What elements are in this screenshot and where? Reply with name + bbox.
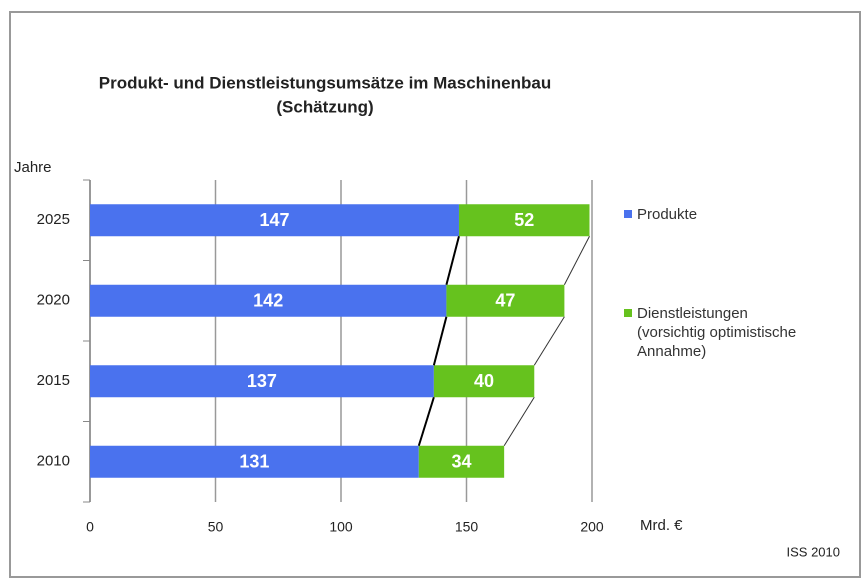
x-tick-label: 0 [86, 519, 94, 535]
x-tick-label: 100 [329, 519, 353, 535]
data-label: 137 [247, 371, 277, 391]
bar-segment [458, 204, 590, 237]
x-tick-label: 200 [580, 519, 604, 535]
y-tick-label: 2010 [37, 453, 70, 470]
legend-item: Produkte [624, 205, 697, 224]
series-line [445, 235, 460, 286]
x-axis-label: Mrd. € [640, 517, 683, 534]
bar-segment [90, 365, 434, 398]
data-label: 34 [451, 452, 471, 472]
bar-segment [90, 204, 459, 237]
data-label: 142 [253, 291, 283, 311]
series-line [432, 316, 448, 366]
y-tick-label: 2025 [37, 211, 70, 228]
data-label: 47 [495, 291, 515, 311]
legend-swatch [624, 210, 632, 218]
series-line [417, 396, 435, 447]
legend-item: Dienstleistungen (vorsichtig optimistisc… [624, 304, 796, 361]
source: ISS 2010 [787, 544, 841, 559]
bar-segment [446, 284, 565, 317]
bar-segment [433, 365, 535, 398]
series-line [533, 316, 565, 366]
series-line [503, 396, 535, 447]
data-label: 131 [239, 452, 269, 472]
x-tick-label: 50 [208, 519, 224, 535]
data-label: 52 [514, 210, 534, 230]
legend-label: Dienstleistungen (vorsichtig optimistisc… [637, 305, 797, 360]
legend-label: Produkte [637, 206, 698, 223]
data-label: 40 [474, 371, 494, 391]
chart-title: (Schätzung) [276, 97, 373, 116]
x-tick-label: 150 [455, 519, 479, 535]
y-tick-label: 2015 [37, 372, 70, 389]
y-tick-label: 2020 [37, 292, 70, 309]
y-axis-label: Jahre [14, 159, 52, 176]
series-line [563, 236, 590, 285]
bar-segment [90, 445, 419, 478]
legend-swatch [624, 309, 632, 317]
bar-segment [90, 284, 447, 317]
data-label: 147 [259, 210, 289, 230]
chart-title: Produkt- und Dienstleistungsumsätze im M… [99, 73, 551, 92]
bar-segment [418, 445, 505, 478]
